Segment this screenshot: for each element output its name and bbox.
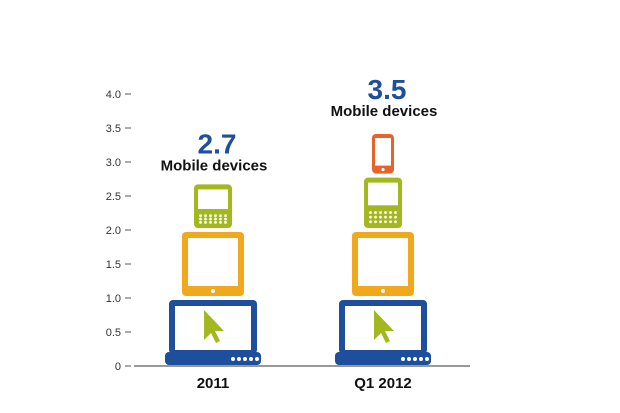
smartphone-key bbox=[384, 211, 387, 214]
smartphone-key bbox=[369, 211, 372, 214]
y-tick-label: 1.5 bbox=[106, 259, 121, 271]
smartphone-screen bbox=[368, 182, 398, 206]
phone-home-button bbox=[381, 168, 385, 172]
laptop-key bbox=[425, 357, 429, 361]
tablet-screen bbox=[358, 238, 408, 286]
y-tick-label: 1.0 bbox=[106, 293, 121, 305]
tablet-home-button bbox=[211, 289, 215, 293]
smartphone-key bbox=[394, 215, 397, 219]
laptop-base bbox=[165, 352, 261, 365]
tablet-icon bbox=[182, 232, 244, 296]
smartphone-key bbox=[379, 211, 382, 214]
laptop-base bbox=[335, 352, 431, 365]
cursor-arrow-icon bbox=[374, 310, 394, 343]
smartphone-key bbox=[214, 217, 217, 221]
smartphone-key bbox=[379, 220, 382, 224]
y-tick-label: 2.5 bbox=[106, 191, 121, 203]
y-axis: 0 0.5 1.0 1.5 2.0 2.5 3.0 3.5 4.0 bbox=[106, 89, 470, 373]
device-stacks bbox=[165, 134, 431, 365]
smartphone-key bbox=[379, 215, 382, 219]
smartphone-key bbox=[389, 211, 392, 214]
y-tick-label: 3.0 bbox=[106, 157, 121, 169]
smartphone-icon bbox=[194, 184, 232, 228]
smartphone-key bbox=[219, 220, 222, 224]
device-stack bbox=[165, 184, 261, 365]
smartphone-screen bbox=[198, 189, 228, 210]
smartphone-key bbox=[214, 214, 217, 218]
category-label: Q1 2012 bbox=[354, 375, 412, 392]
smartphone-key bbox=[224, 220, 227, 224]
smartphone-key bbox=[204, 220, 207, 224]
smartphone-key bbox=[219, 217, 222, 221]
smartphone-key bbox=[384, 215, 387, 219]
smartphone-key bbox=[209, 214, 212, 218]
smartphone-key bbox=[369, 215, 372, 219]
smartphone-key bbox=[214, 220, 217, 224]
smartphone-key bbox=[199, 214, 202, 218]
category-label: 2011 bbox=[197, 375, 230, 392]
smartphone-key bbox=[384, 220, 387, 224]
laptop-key bbox=[407, 357, 411, 361]
smartphone-key bbox=[394, 211, 397, 214]
total-label: Mobile devices bbox=[331, 103, 438, 120]
smartphone-key bbox=[219, 214, 222, 218]
smartphone-key bbox=[199, 217, 202, 221]
smartphone-key bbox=[374, 211, 377, 214]
y-tick-label: 0.5 bbox=[106, 327, 121, 339]
smartphone-key bbox=[389, 215, 392, 219]
laptop-key bbox=[413, 357, 417, 361]
smartphone-key bbox=[224, 214, 227, 218]
smartphone-key bbox=[209, 220, 212, 224]
smartphone-key bbox=[209, 217, 212, 221]
smartphone-key bbox=[204, 217, 207, 221]
laptop-icon bbox=[335, 300, 431, 365]
total-value: 2.7 bbox=[198, 128, 237, 159]
cursor-arrow-icon bbox=[204, 310, 224, 343]
smartphone-icon bbox=[364, 177, 402, 228]
smartphone-key bbox=[369, 220, 372, 224]
laptop-key bbox=[237, 357, 241, 361]
laptop-key bbox=[255, 357, 259, 361]
y-tick-label: 3.5 bbox=[106, 123, 121, 135]
category-labels: 2011 Q1 2012 bbox=[197, 375, 412, 392]
laptop-key bbox=[419, 357, 423, 361]
tablet-screen bbox=[188, 238, 238, 286]
tablet-home-button bbox=[381, 289, 385, 293]
smartphone-key bbox=[374, 215, 377, 219]
device-stack bbox=[335, 134, 431, 365]
tablet-icon bbox=[352, 232, 414, 296]
total-label: Mobile devices bbox=[161, 157, 268, 174]
laptop-key bbox=[249, 357, 253, 361]
laptop-key bbox=[231, 357, 235, 361]
laptop-icon bbox=[165, 300, 261, 365]
y-tick-label: 0 bbox=[115, 361, 121, 373]
y-tick-label: 2.0 bbox=[106, 225, 121, 237]
phone-icon bbox=[372, 134, 394, 174]
laptop-key bbox=[243, 357, 247, 361]
phone-screen bbox=[375, 138, 391, 166]
smartphone-key bbox=[374, 220, 377, 224]
smartphone-key bbox=[389, 220, 392, 224]
laptop-key bbox=[401, 357, 405, 361]
smartphone-key bbox=[199, 220, 202, 224]
smartphone-key bbox=[224, 217, 227, 221]
smartphone-key bbox=[394, 220, 397, 224]
y-tick-label: 4.0 bbox=[106, 89, 121, 101]
smartphone-key bbox=[204, 214, 207, 218]
total-value: 3.5 bbox=[368, 74, 407, 105]
